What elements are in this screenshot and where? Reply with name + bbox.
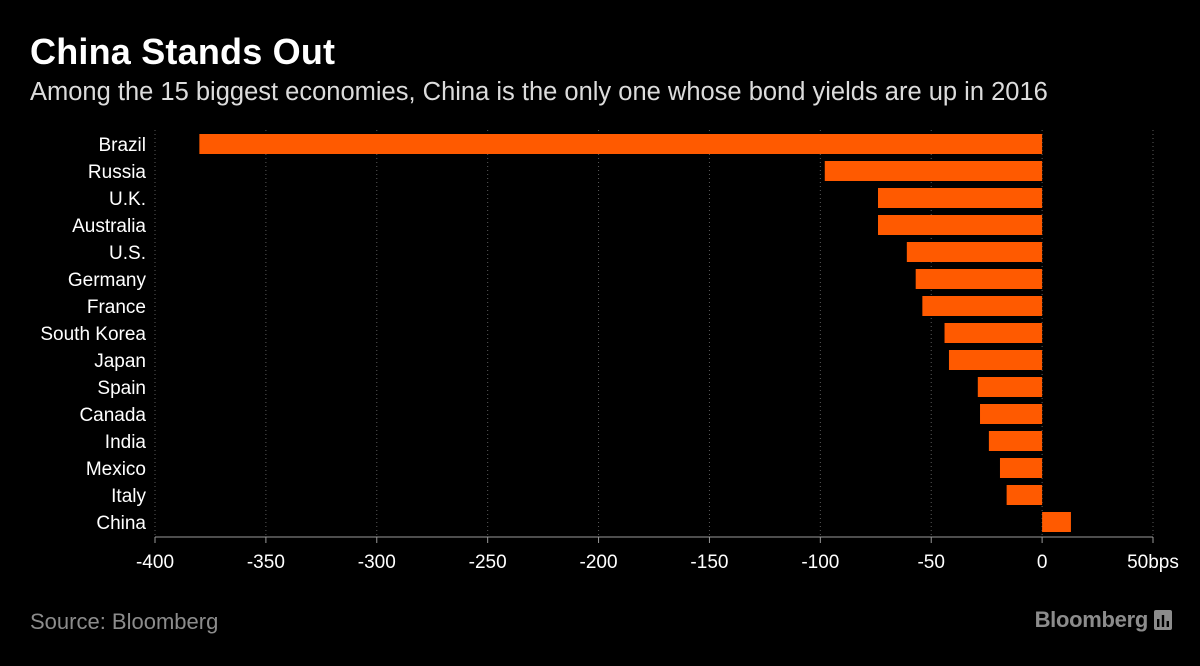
source-note: Source: Bloomberg [30, 609, 219, 634]
bar-chart: Brazil Russia U.K. Australia U.S. Germany Fran… [40, 130, 1179, 573]
bar [906, 242, 1043, 262]
category-label: Italy [111, 486, 146, 507]
category-label: U.K. [109, 189, 146, 210]
bar [877, 188, 1043, 208]
bars [199, 134, 1071, 532]
x-tick-label: -150 [690, 552, 728, 573]
bar [948, 350, 1043, 370]
bar [199, 134, 1043, 154]
category-label: China [96, 513, 146, 534]
bar [944, 323, 1043, 343]
bar [824, 161, 1043, 181]
x-tick-label: -400 [136, 552, 174, 573]
bar [877, 215, 1043, 235]
bar [988, 431, 1043, 451]
bar [977, 377, 1043, 397]
bloomberg-wordmark: Bloomberg [1034, 607, 1149, 632]
chart-title: China Stands Out [30, 31, 336, 72]
category-label: U.S. [109, 243, 146, 264]
category-label: Canada [79, 405, 146, 426]
bar [999, 458, 1043, 478]
x-tick-label: -50 [917, 552, 944, 573]
category-label: Japan [94, 351, 146, 372]
category-label: Russia [88, 162, 147, 183]
x-tick-label: -300 [358, 552, 396, 573]
bloomberg-logo: Bloomberg [1035, 606, 1172, 634]
category-label: Mexico [86, 459, 146, 480]
x-axis: -400 -350 -300 -250 -200 -150 -100 -50 0 50bps [136, 536, 1179, 573]
bar [1042, 512, 1071, 532]
x-tick-label: -100 [801, 552, 839, 573]
x-tick-label: 50bps [1127, 552, 1179, 573]
bar [922, 296, 1043, 316]
category-label: South Korea [40, 324, 146, 345]
bloomberg-terminal-icon [1154, 610, 1172, 630]
bar [1006, 485, 1043, 505]
bar [915, 269, 1043, 289]
category-label: Australia [72, 216, 146, 237]
category-labels: Brazil Russia U.K. Australia U.S. Germany Fran… [40, 135, 146, 534]
chart-subtitle: Among the 15 biggest economies, China is… [30, 78, 1048, 106]
category-label: Germany [68, 270, 147, 291]
category-label: India [105, 432, 147, 453]
bar [980, 404, 1043, 424]
x-tick-label: -200 [580, 552, 618, 573]
category-label: France [87, 297, 146, 318]
category-label: Brazil [98, 135, 146, 156]
x-tick-label: -250 [469, 552, 507, 573]
x-tick-label: 0 [1037, 552, 1048, 573]
category-label: Spain [97, 378, 146, 399]
x-tick-label: -350 [247, 552, 285, 573]
